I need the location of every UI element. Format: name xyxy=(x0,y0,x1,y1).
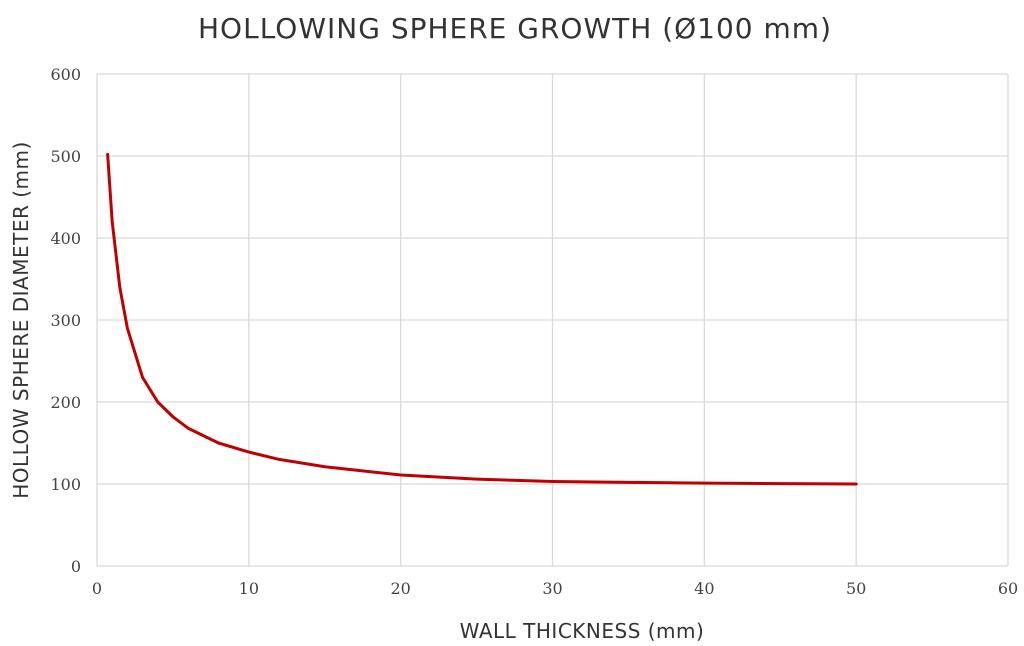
x-tick-label: 40 xyxy=(694,579,714,598)
x-tick-label: 0 xyxy=(92,579,102,598)
x-tick-label: 20 xyxy=(390,579,410,598)
y-tick-label: 500 xyxy=(50,147,81,166)
chart-title: HOLLOWING SPHERE GROWTH (Ø100 mm) xyxy=(198,12,832,45)
x-axis-title: WALL THICKNESS (mm) xyxy=(460,619,705,643)
y-tick-label: 100 xyxy=(50,475,81,494)
y-axis-title: HOLLOW SPHERE DIAMETER (mm) xyxy=(9,141,33,499)
x-tick-label: 50 xyxy=(846,579,866,598)
y-tick-label: 400 xyxy=(50,229,81,248)
y-tick-label: 600 xyxy=(50,65,81,84)
x-tick-label: 30 xyxy=(542,579,562,598)
data-line xyxy=(106,152,858,486)
y-tick-label: 200 xyxy=(50,393,81,412)
y-tick-label: 0 xyxy=(71,557,81,576)
x-tick-label: 60 xyxy=(998,579,1018,598)
y-tick-label: 300 xyxy=(50,311,81,330)
x-tick-label: 10 xyxy=(239,579,259,598)
